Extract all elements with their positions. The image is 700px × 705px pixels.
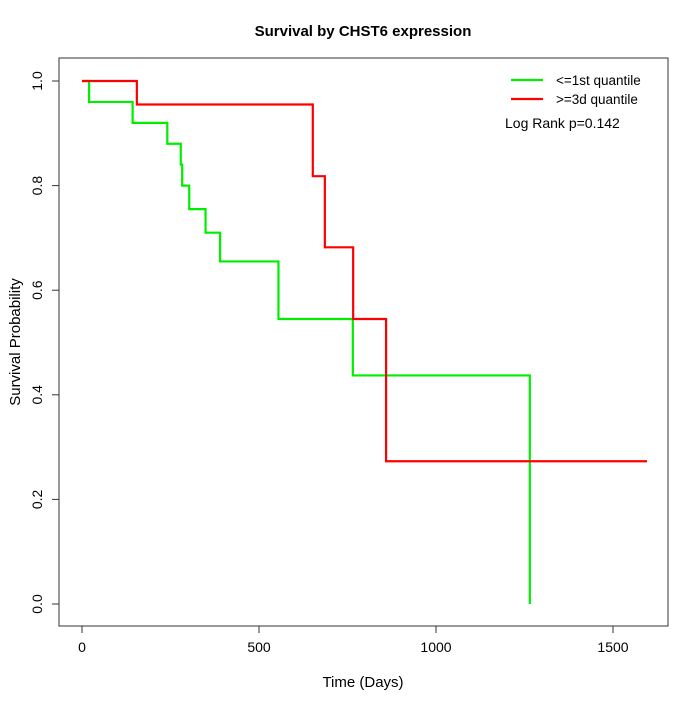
plot-area-border [58,57,669,627]
x-axis-label: Time (Days) [322,674,403,691]
y-tick-label: 0.8 [29,176,45,196]
legend: <=1st quantile >=3d quantile Log Rank p=… [505,73,641,131]
y-tick-label: 0.4 [29,385,45,405]
x-tick-label: 0 [78,639,86,655]
x-tick-label: 1000 [420,639,451,655]
y-tick-label: 0.0 [29,594,45,614]
y-tick-label: 1.0 [29,71,45,91]
chart-title: Survival by CHST6 expression [255,23,472,40]
y-axis-ticks: 0.0 0.2 0.4 0.6 0.8 1.0 [29,71,59,614]
y-tick-label: 0.2 [29,489,45,509]
survival-curve-low-quantile [82,79,531,604]
x-tick-label: 1500 [597,639,628,655]
survival-curves [82,79,647,604]
log-rank-annotation: Log Rank p=0.142 [505,115,620,131]
legend-label-low-quantile: <=1st quantile [556,73,641,88]
y-tick-label: 0.6 [29,280,45,300]
x-tick-label: 500 [247,639,271,655]
legend-label-high-quantile: >=3d quantile [556,92,638,107]
y-axis-label: Survival Probability [7,278,24,406]
x-axis-ticks: 0 500 1000 1500 [78,626,629,655]
survival-curve-high-quantile [82,79,647,463]
